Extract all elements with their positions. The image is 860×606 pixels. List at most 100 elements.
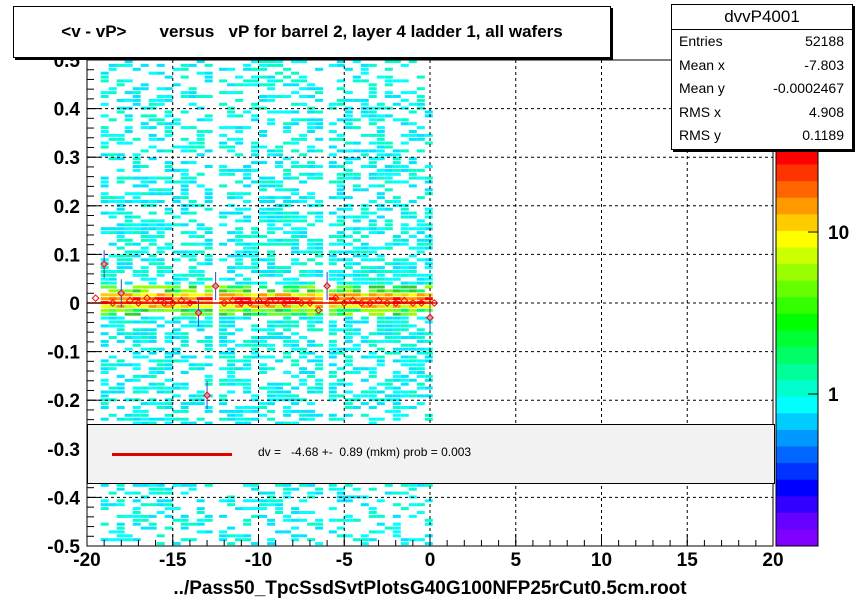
- heatmap-cell: [235, 266, 244, 270]
- heatmap-cell: [243, 378, 252, 382]
- heatmap-cell: [352, 141, 361, 145]
- heatmap-cell: [291, 324, 300, 328]
- heatmap-cell: [315, 91, 324, 95]
- heatmap-cell: [251, 542, 260, 546]
- heatmap-cell: [376, 328, 385, 332]
- heatmap-cell: [132, 293, 141, 297]
- heatmap-cell: [164, 367, 173, 371]
- heatmap-cell: [352, 281, 361, 285]
- heatmap-cell: [243, 386, 252, 390]
- heatmap-cell: [180, 293, 189, 297]
- heatmap-cell: [164, 320, 173, 324]
- heatmap-cell: [307, 320, 316, 324]
- heatmap-cell: [344, 320, 353, 324]
- heatmap-cell: [392, 258, 401, 262]
- heatmap-cell: [416, 483, 425, 487]
- heatmap-cell: [251, 118, 260, 122]
- heatmap-cell: [392, 60, 401, 63]
- heatmap-cell: [227, 289, 236, 293]
- colorbar-swatch: [776, 429, 818, 447]
- heatmap-cell: [400, 207, 409, 211]
- heatmap-cell: [172, 215, 181, 219]
- heatmap-cell: [243, 126, 252, 130]
- heatmap-cell: [251, 83, 260, 87]
- heatmap-cell: [291, 161, 300, 165]
- heatmap-cell: [267, 266, 276, 270]
- heatmap-cell: [384, 332, 393, 336]
- heatmap-cell: [408, 215, 417, 219]
- heatmap-cell: [148, 180, 157, 184]
- heatmap-cell: [100, 324, 109, 328]
- heatmap-cell: [408, 293, 417, 297]
- heatmap-cell: [352, 406, 361, 409]
- heatmap-cell: [180, 371, 189, 374]
- heatmap-cell: [307, 192, 316, 196]
- heatmap-cell: [315, 312, 324, 316]
- heatmap-cell: [251, 324, 260, 328]
- heatmap-cell: [368, 184, 377, 188]
- heatmap-cell: [360, 114, 369, 118]
- heatmap-cell: [219, 293, 228, 297]
- heatmap-cell: [267, 347, 276, 351]
- y-tick-label: -0.2: [47, 391, 80, 412]
- heatmap-cell: [164, 207, 173, 211]
- stats-row: Mean x -7.803: [672, 54, 852, 78]
- heatmap-cell: [108, 242, 117, 246]
- heatmap-cell: [156, 87, 165, 91]
- heatmap-cell: [180, 421, 189, 425]
- heatmap-cell: [259, 200, 268, 203]
- heatmap-cell: [116, 538, 125, 542]
- heatmap-cell: [336, 196, 345, 200]
- heatmap-cell: [188, 308, 197, 312]
- heatmap-cell: [172, 118, 181, 122]
- heatmap-cell: [172, 542, 181, 546]
- heatmap-cell: [140, 231, 149, 235]
- heatmap-cell: [243, 172, 252, 176]
- heatmap-cell: [251, 79, 260, 83]
- heatmap-cell: [251, 235, 260, 238]
- heatmap-cell: [384, 75, 393, 79]
- heatmap-cell: [368, 258, 377, 262]
- heatmap-cell: [164, 297, 173, 301]
- heatmap-cell: [235, 367, 244, 371]
- heatmap-cell: [416, 258, 425, 262]
- heatmap-cell: [368, 227, 377, 231]
- heatmap-cell: [336, 223, 345, 227]
- heatmap-cell: [392, 153, 401, 157]
- heatmap-cell: [259, 235, 268, 238]
- heatmap-cell: [384, 79, 393, 83]
- heatmap-cell: [124, 308, 133, 312]
- heatmap-cell: [227, 367, 236, 371]
- heatmap-cell: [156, 371, 165, 374]
- heatmap-cell: [235, 153, 244, 157]
- heatmap-cell: [392, 172, 401, 176]
- heatmap-cell: [368, 133, 377, 137]
- heatmap-cell: [188, 266, 197, 270]
- heatmap-cell: [416, 277, 425, 281]
- heatmap-cell: [235, 250, 244, 254]
- heatmap-cell: [124, 219, 133, 223]
- heatmap-cell: [100, 332, 109, 336]
- heatmap-cell: [400, 390, 409, 394]
- heatmap-cell: [424, 235, 433, 238]
- heatmap-cell: [132, 409, 141, 413]
- heatmap-cell: [148, 336, 157, 339]
- heatmap-cell: [164, 339, 173, 343]
- heatmap-cell: [235, 262, 244, 266]
- heatmap-cell: [400, 227, 409, 231]
- heatmap-cell: [400, 483, 409, 487]
- heatmap-cell: [376, 141, 385, 145]
- heatmap-cell: [299, 235, 308, 238]
- heatmap-cell: [352, 487, 361, 491]
- heatmap-cell: [384, 382, 393, 386]
- heatmap-cell: [188, 363, 197, 367]
- heatmap-cell: [267, 320, 276, 324]
- heatmap-cell: [259, 499, 268, 503]
- heatmap-cell: [148, 98, 157, 102]
- heatmap-cell: [307, 281, 316, 285]
- heatmap-cell: [251, 351, 260, 355]
- heatmap-cell: [235, 421, 244, 425]
- heatmap-cell: [368, 421, 377, 425]
- heatmap-cell: [352, 308, 361, 312]
- heatmap-cell: [204, 207, 213, 211]
